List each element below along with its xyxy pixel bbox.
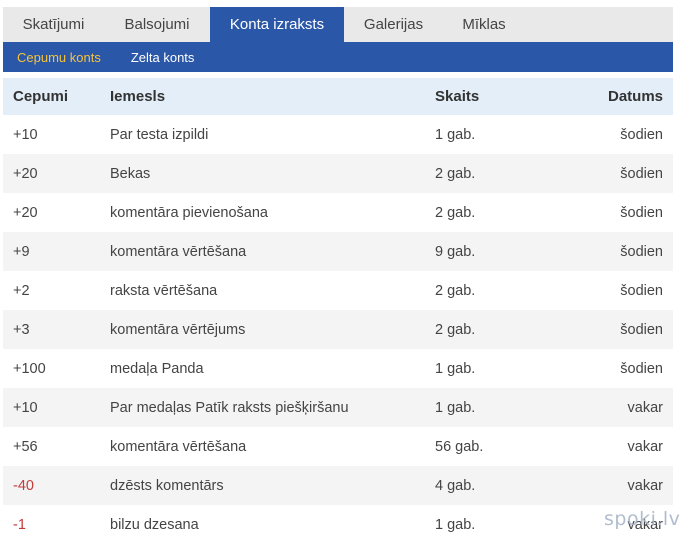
cell-count: 2 gab.: [425, 310, 545, 349]
cell-date: šodien: [545, 154, 673, 193]
cell-count: 2 gab.: [425, 193, 545, 232]
table-row: +9 komentāra vērtēšana 9 gab. šodien: [3, 232, 673, 271]
cell-date: šodien: [545, 310, 673, 349]
cell-count: 1 gab.: [425, 505, 545, 542]
cell-amount: +10: [3, 388, 100, 427]
cell-amount: -40: [3, 466, 100, 505]
cell-date: vakar: [545, 505, 673, 542]
account-statement-table: Cepumi Iemesls Skaits Datums +10 Par test…: [3, 78, 673, 542]
cell-reason: komentāra vērtēšana: [100, 232, 425, 271]
cell-reason: medaļa Panda: [100, 349, 425, 388]
cell-reason: Bekas: [100, 154, 425, 193]
tab-konta-izraksts[interactable]: Konta izraksts: [210, 7, 344, 42]
cell-date: šodien: [545, 349, 673, 388]
tab-galerijas[interactable]: Galerijas: [363, 16, 424, 33]
cell-reason: bilzu dzesana: [100, 505, 425, 542]
cell-reason: komentāra pievienošana: [100, 193, 425, 232]
account-subnav: Cepumu konts Zelta konts: [3, 42, 673, 72]
site-watermark: spoki.lv: [604, 508, 681, 530]
cell-count: 4 gab.: [425, 466, 545, 505]
table-row: -1 bilzu dzesana 1 gab. vakar: [3, 505, 673, 542]
header-date: Datums: [545, 78, 673, 115]
cell-count: 2 gab.: [425, 271, 545, 310]
cell-date: šodien: [545, 232, 673, 271]
table-row: +100 medaļa Panda 1 gab. šodien: [3, 349, 673, 388]
cell-date: vakar: [545, 388, 673, 427]
table-row: +56 komentāra vērtēšana 56 gab. vakar: [3, 427, 673, 466]
tab-balsojumi[interactable]: Balsojumi: [124, 16, 190, 33]
cell-reason: komentāra vērtējums: [100, 310, 425, 349]
cell-date: šodien: [545, 271, 673, 310]
cell-amount: +9: [3, 232, 100, 271]
tab-miklas[interactable]: Mīklas: [462, 16, 506, 33]
table-row: +3 komentāra vērtējums 2 gab. šodien: [3, 310, 673, 349]
cell-amount: +56: [3, 427, 100, 466]
subtab-cepumu-konts[interactable]: Cepumu konts: [17, 49, 101, 65]
cell-count: 1 gab.: [425, 115, 545, 154]
cell-amount: +2: [3, 271, 100, 310]
cell-count: 1 gab.: [425, 349, 545, 388]
cell-date: šodien: [545, 115, 673, 154]
cell-amount: +20: [3, 193, 100, 232]
table-row: -40 dzēsts komentārs 4 gab. vakar: [3, 466, 673, 505]
cell-date: šodien: [545, 193, 673, 232]
table-row: +20 komentāra pievienošana 2 gab. šodien: [3, 193, 673, 232]
table-row: +20 Bekas 2 gab. šodien: [3, 154, 673, 193]
cell-reason: Par medaļas Patīk raksts piešķiršanu: [100, 388, 425, 427]
subtab-zelta-konts[interactable]: Zelta konts: [130, 49, 195, 65]
table-row: +10 Par testa izpildi 1 gab. šodien: [3, 115, 673, 154]
cell-amount: +3: [3, 310, 100, 349]
cell-date: vakar: [545, 466, 673, 505]
main-tabs: Skatījumi Balsojumi Konta izraksts Galer…: [3, 7, 673, 42]
cell-reason: dzēsts komentārs: [100, 466, 425, 505]
cell-count: 9 gab.: [425, 232, 545, 271]
table-row: +10 Par medaļas Patīk raksts piešķiršanu 1…: [3, 388, 673, 427]
cell-count: 56 gab.: [425, 427, 545, 466]
header-count: Skaits: [425, 78, 545, 115]
cell-count: 2 gab.: [425, 154, 545, 193]
cell-reason: Par testa izpildi: [100, 115, 425, 154]
table-row: +2 raksta vērtēšana 2 gab. šodien: [3, 271, 673, 310]
cell-amount: -1: [3, 505, 100, 542]
tab-skatijumi[interactable]: Skatījumi: [22, 16, 85, 33]
cell-amount: +20: [3, 154, 100, 193]
header-reason: Iemesls: [100, 78, 425, 115]
table-header-row: Cepumi Iemesls Skaits Datums: [3, 78, 673, 115]
cell-amount: +100: [3, 349, 100, 388]
cell-count: 1 gab.: [425, 388, 545, 427]
cell-date: vakar: [545, 427, 673, 466]
cell-amount: +10: [3, 115, 100, 154]
cell-reason: komentāra vērtēšana: [100, 427, 425, 466]
cell-reason: raksta vērtēšana: [100, 271, 425, 310]
header-amount: Cepumi: [3, 78, 100, 115]
